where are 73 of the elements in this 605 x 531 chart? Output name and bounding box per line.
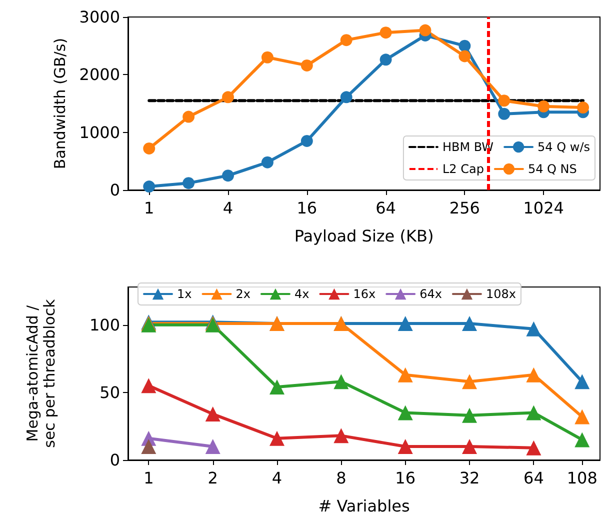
point bbox=[577, 102, 590, 114]
point bbox=[419, 24, 432, 36]
point bbox=[222, 170, 234, 182]
legend-label: 54 Q w/s bbox=[538, 140, 590, 154]
x-tick-label: 8 bbox=[336, 468, 346, 488]
point bbox=[270, 380, 284, 395]
x-tick-label: 4 bbox=[222, 198, 234, 218]
legend-label: 1x bbox=[177, 287, 192, 301]
y-axis-title: Mega-atomicAdd / sec per threadblock bbox=[24, 298, 58, 448]
y-tick-label: 2000 bbox=[79, 65, 120, 84]
point bbox=[182, 177, 195, 190]
x-tick-label: 16 bbox=[296, 198, 318, 218]
x-tick-label: 16 bbox=[395, 468, 416, 488]
point bbox=[538, 100, 550, 112]
legend-label: 54 Q NS bbox=[528, 162, 577, 176]
point bbox=[334, 374, 349, 390]
point bbox=[398, 316, 413, 331]
y-axis-title: Bandwidth (GB/s) bbox=[50, 38, 69, 170]
point bbox=[261, 51, 274, 64]
ref-line-label: L2 Cap bbox=[442, 162, 484, 176]
point bbox=[300, 59, 313, 72]
point bbox=[340, 34, 352, 46]
y-tick-label: 50 bbox=[100, 382, 120, 402]
point bbox=[526, 405, 542, 420]
point bbox=[462, 408, 478, 423]
x-axis-title: # Variables bbox=[318, 496, 410, 516]
point bbox=[458, 40, 471, 52]
y-tick-label: 1000 bbox=[79, 122, 120, 142]
point bbox=[270, 430, 284, 446]
point bbox=[261, 156, 274, 168]
point bbox=[462, 438, 478, 454]
legend-label: 64x bbox=[420, 287, 442, 301]
point bbox=[222, 91, 234, 104]
point bbox=[182, 110, 195, 123]
y-tick-label: 0 bbox=[110, 450, 120, 470]
x-tick-label: 4 bbox=[272, 468, 282, 488]
point bbox=[143, 180, 156, 193]
legend-label: 4x bbox=[294, 287, 310, 301]
point bbox=[380, 26, 392, 39]
point bbox=[498, 94, 510, 107]
x-tick-label: 64 bbox=[524, 468, 544, 488]
x-tick-label: 1 bbox=[144, 468, 154, 488]
y-tick-label: 100 bbox=[89, 315, 120, 334]
point bbox=[141, 378, 156, 394]
x-tick-label: 1 bbox=[144, 198, 154, 218]
x-tick-label: 64 bbox=[376, 198, 396, 218]
point bbox=[398, 438, 413, 454]
point bbox=[205, 406, 220, 422]
point bbox=[334, 428, 349, 444]
legend-label: 16x bbox=[353, 287, 376, 301]
point bbox=[398, 367, 413, 382]
legend-label: 2x bbox=[236, 287, 250, 301]
x-tick-label: 32 bbox=[459, 468, 480, 488]
y-tick-label: 3000 bbox=[79, 8, 120, 26]
x-tick-label: 256 bbox=[449, 198, 480, 218]
x-tick-label: 2 bbox=[208, 468, 218, 488]
point bbox=[300, 134, 313, 147]
point bbox=[462, 316, 478, 331]
x-tick-label: 108 bbox=[566, 468, 598, 488]
point bbox=[462, 374, 478, 390]
point bbox=[143, 142, 156, 154]
point bbox=[398, 405, 413, 420]
y-tick-label: 0 bbox=[110, 180, 120, 200]
x-axis-title: Payload Size (KB) bbox=[294, 226, 434, 246]
point bbox=[526, 440, 542, 456]
point bbox=[498, 108, 510, 120]
point bbox=[526, 367, 542, 382]
point bbox=[340, 91, 352, 104]
legend-label: 108x bbox=[486, 287, 516, 301]
point bbox=[380, 54, 392, 66]
point bbox=[458, 50, 471, 62]
x-tick-label: 1024 bbox=[523, 198, 564, 218]
point bbox=[526, 321, 542, 336]
